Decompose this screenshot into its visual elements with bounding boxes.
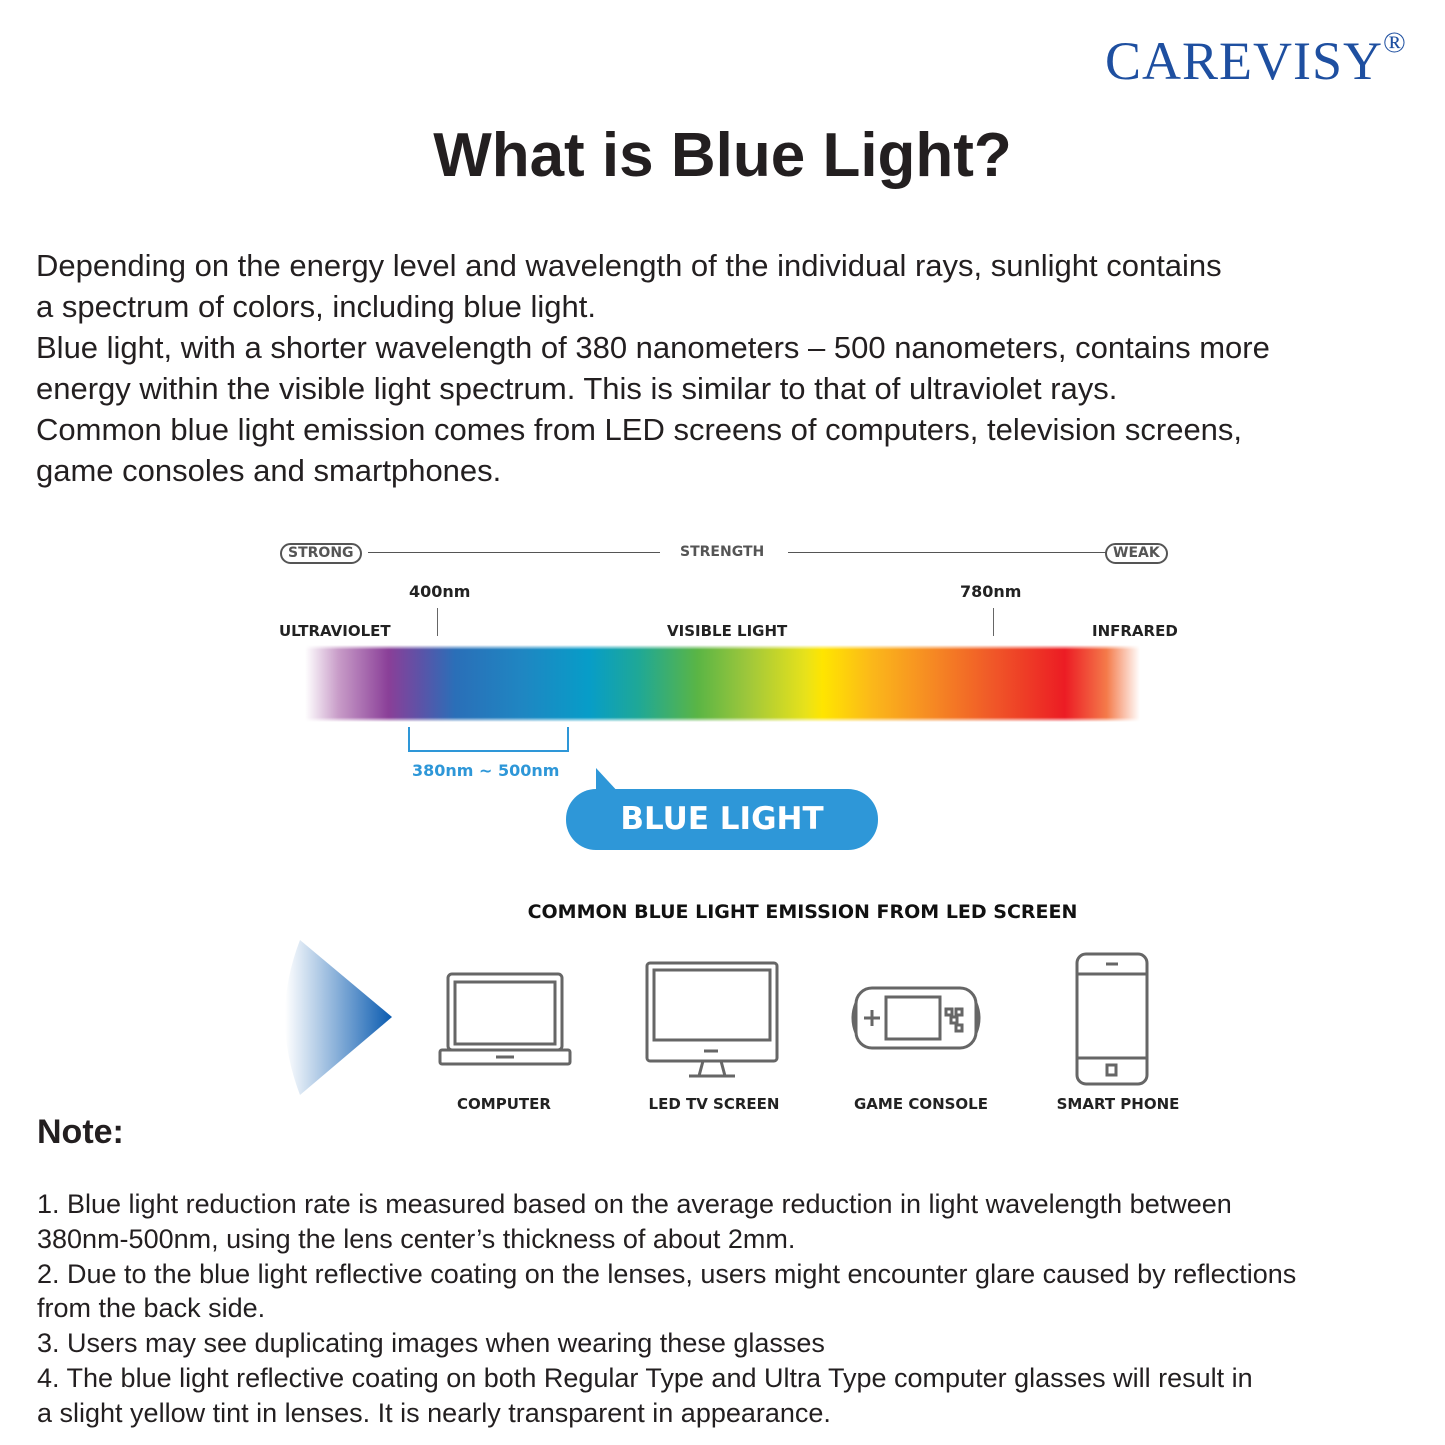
strong-label: STRONG bbox=[280, 543, 362, 564]
note-line: 1. Blue light reduction rate is measured… bbox=[37, 1189, 1232, 1219]
nm780-label: 780nm bbox=[960, 582, 1022, 601]
light-spectrum-bar bbox=[305, 645, 1140, 722]
intro-line: a spectrum of colors, including blue lig… bbox=[36, 289, 597, 324]
device-label-computer: COMPUTER bbox=[457, 1095, 551, 1113]
smartphone-icon bbox=[1075, 952, 1149, 1086]
brand-name: CAREVISY bbox=[1105, 31, 1384, 91]
registered-mark: ® bbox=[1383, 26, 1407, 59]
device-label-tv: LED TV SCREEN bbox=[648, 1095, 780, 1113]
note-line: a slight yellow tint in lenses. It is ne… bbox=[37, 1398, 831, 1428]
strength-line-right bbox=[788, 552, 1106, 553]
blue-light-arrow-icon bbox=[285, 940, 392, 1095]
blue-light-bubble: BLUE LIGHT bbox=[566, 789, 878, 850]
nm400-tick bbox=[437, 608, 438, 636]
intro-line: energy within the visible light spectrum… bbox=[36, 371, 1118, 406]
intro-line: game consoles and smartphones. bbox=[36, 453, 502, 488]
device-label-phone: SMART PHONE bbox=[1056, 1095, 1180, 1113]
blue-range-label: 380nm ~ 500nm bbox=[412, 761, 560, 780]
intro-line: Blue light, with a shorter wavelength of… bbox=[36, 330, 1270, 365]
devices-heading: COMMON BLUE LIGHT EMISSION FROM LED SCRE… bbox=[527, 901, 1078, 923]
infrared-label: INFRARED bbox=[1092, 622, 1178, 640]
weak-label: WEAK bbox=[1105, 543, 1168, 564]
note-line: 4. The blue light reflective coating on … bbox=[37, 1363, 1253, 1393]
nm400-label: 400nm bbox=[409, 582, 471, 601]
ultraviolet-label: ULTRAVIOLET bbox=[279, 622, 391, 640]
strength-line-left bbox=[368, 552, 660, 553]
strength-label: STRENGTH bbox=[680, 544, 765, 560]
note-line: 2. Due to the blue light reflective coat… bbox=[37, 1259, 1297, 1289]
brand-logo: CAREVISY® bbox=[1105, 26, 1407, 92]
laptop-icon bbox=[438, 972, 572, 1066]
device-label-console: GAME CONSOLE bbox=[854, 1095, 988, 1113]
page-title: What is Blue Light? bbox=[433, 121, 1012, 190]
note-line: 380nm-500nm, using the lens center’s thi… bbox=[37, 1224, 796, 1254]
visible-light-label: VISIBLE LIGHT bbox=[667, 622, 788, 640]
intro-line: Common blue light emission comes from LE… bbox=[36, 412, 1243, 447]
nm780-tick bbox=[993, 608, 994, 636]
intro-line: Depending on the energy level and wavele… bbox=[36, 248, 1222, 283]
note-line: 3. Users may see duplicating images when… bbox=[37, 1328, 825, 1358]
monitor-icon bbox=[645, 961, 779, 1078]
game-console-icon bbox=[851, 986, 981, 1050]
note-line: from the back side. bbox=[37, 1293, 266, 1323]
note-heading: Note: bbox=[37, 1113, 124, 1151]
blue-range-bracket bbox=[408, 727, 569, 752]
